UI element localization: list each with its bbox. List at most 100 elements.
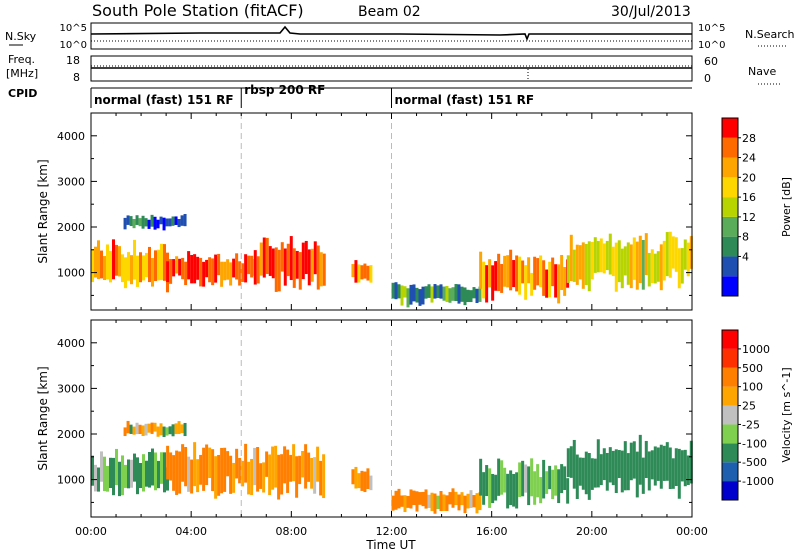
echo-cell bbox=[103, 456, 106, 492]
echo-cell bbox=[503, 255, 507, 287]
echo-cell bbox=[397, 488, 401, 509]
echo-cell bbox=[148, 246, 151, 283]
echo-cell bbox=[153, 216, 157, 230]
echo-cell bbox=[169, 259, 173, 284]
echo-cell bbox=[151, 258, 154, 287]
echo-cell bbox=[644, 440, 648, 478]
colorbar-tick-label: 4 bbox=[742, 250, 749, 263]
echo-cell bbox=[403, 495, 407, 513]
echo-cell bbox=[112, 239, 115, 280]
echo-cell bbox=[223, 447, 227, 492]
echo-cell bbox=[460, 286, 464, 302]
echo-cell bbox=[391, 282, 395, 299]
echo-cell bbox=[190, 254, 194, 284]
colorbar-swatch bbox=[722, 462, 738, 482]
echo-cell bbox=[611, 246, 615, 277]
echo-cell bbox=[124, 464, 127, 488]
echo-cell bbox=[289, 454, 293, 482]
echo-cell bbox=[485, 265, 489, 303]
echo-cell bbox=[310, 457, 314, 489]
echo-cell bbox=[265, 237, 269, 275]
echo-cell bbox=[183, 214, 187, 227]
echo-cell bbox=[677, 448, 681, 499]
echo-cell bbox=[141, 215, 145, 229]
echo-cell bbox=[166, 445, 170, 480]
echo-cell bbox=[322, 454, 326, 499]
echo-cell bbox=[415, 491, 419, 512]
echo-cell bbox=[512, 260, 516, 288]
echo-cell bbox=[451, 488, 455, 508]
colorbar-swatch bbox=[722, 367, 738, 387]
echo-cell bbox=[415, 287, 419, 303]
cpid-segment-label: normal (fast) 151 RF bbox=[395, 93, 535, 107]
colorbar-frame bbox=[721, 329, 739, 501]
echo-cell bbox=[298, 455, 302, 485]
echo-cell bbox=[214, 254, 218, 283]
echo-cell bbox=[587, 453, 591, 500]
echo-cell bbox=[180, 215, 184, 226]
echo-cell bbox=[274, 247, 278, 292]
colorbar-tick-label: 20 bbox=[742, 171, 756, 184]
echo-cell bbox=[551, 257, 555, 287]
echo-cell bbox=[268, 246, 272, 276]
echo-cell bbox=[174, 423, 178, 435]
echo-cell bbox=[479, 251, 483, 289]
colorbar-swatch bbox=[722, 216, 738, 237]
echo-cell bbox=[301, 242, 305, 280]
echo-cell bbox=[238, 457, 242, 484]
echo-cell bbox=[406, 288, 410, 308]
echo-cell bbox=[313, 241, 317, 275]
echo-cell bbox=[130, 255, 133, 285]
echo-cell bbox=[427, 494, 431, 508]
echo-cell bbox=[472, 287, 476, 299]
echo-cell bbox=[103, 256, 106, 281]
colorbar-swatch bbox=[722, 137, 738, 158]
echo-cell bbox=[475, 288, 479, 304]
echo-cell bbox=[178, 451, 182, 494]
echo-cell bbox=[220, 261, 224, 287]
echo-cell bbox=[659, 244, 663, 291]
echo-cell bbox=[123, 427, 127, 437]
echo-cell bbox=[605, 452, 609, 491]
echo-cell bbox=[151, 448, 154, 486]
echo-cell bbox=[129, 216, 133, 227]
echo-cell bbox=[539, 477, 543, 504]
echo-cell bbox=[611, 450, 615, 486]
echo-cell bbox=[205, 259, 209, 278]
echo-cell bbox=[479, 458, 483, 496]
beam-title: Beam 02 bbox=[358, 4, 421, 20]
echo-cell bbox=[106, 465, 109, 492]
echo-cell bbox=[638, 235, 642, 284]
echo-cell bbox=[171, 424, 175, 437]
echo-cell bbox=[139, 252, 142, 283]
echo-cell bbox=[144, 423, 148, 436]
echo-cell bbox=[160, 243, 163, 281]
echo-cell bbox=[671, 236, 675, 269]
echo-cell bbox=[593, 237, 597, 273]
echo-cell bbox=[629, 244, 633, 289]
echo-cell bbox=[159, 423, 163, 436]
colorbar-swatch bbox=[722, 157, 738, 178]
echo-cell bbox=[590, 458, 594, 490]
echo-cell bbox=[193, 442, 197, 487]
colorbar-swatch bbox=[722, 443, 738, 463]
nsky-panel-frame bbox=[90, 22, 693, 50]
echo-cell bbox=[123, 217, 127, 230]
echo-cell bbox=[357, 473, 361, 489]
echo-cell bbox=[196, 459, 200, 493]
y-tick-label: 2000 bbox=[57, 221, 85, 234]
echo-cell bbox=[310, 248, 314, 282]
echo-cell bbox=[647, 252, 651, 287]
echo-cell bbox=[521, 460, 525, 497]
echo-cell bbox=[662, 240, 666, 281]
nave-tick-top: 60 bbox=[704, 55, 718, 68]
echo-cell bbox=[301, 451, 305, 478]
echo-cell bbox=[259, 242, 263, 276]
colorbar-label: Power [dB] bbox=[780, 177, 793, 237]
echo-cell bbox=[277, 249, 281, 292]
echo-cell bbox=[357, 264, 361, 283]
echo-cell bbox=[253, 250, 257, 285]
echo-cell bbox=[142, 454, 145, 492]
echo-cell bbox=[578, 245, 582, 280]
echo-cell bbox=[274, 445, 278, 488]
